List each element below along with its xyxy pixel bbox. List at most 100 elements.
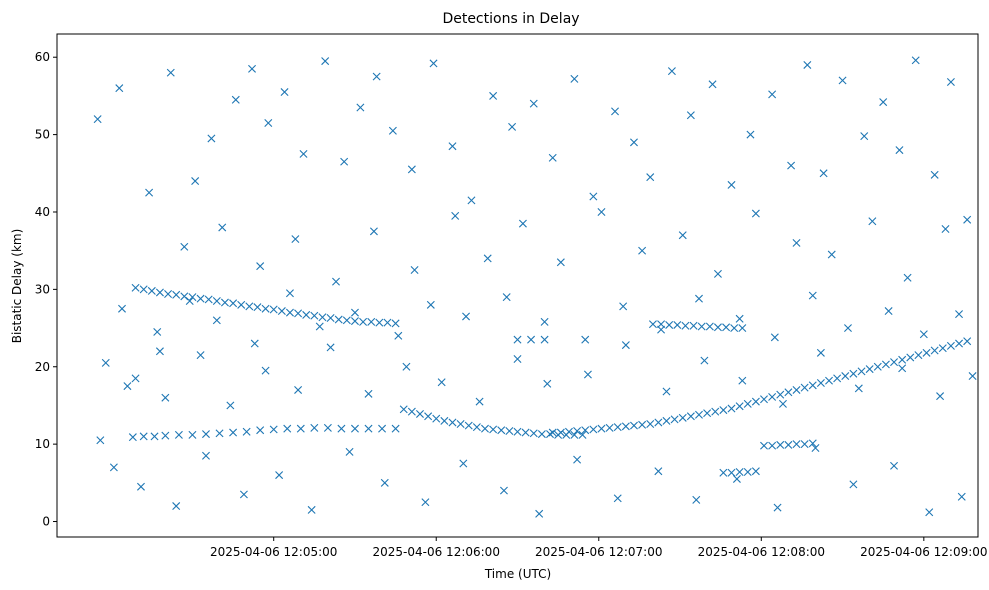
data-point-track-1	[342, 316, 351, 325]
data-point-clutter	[123, 382, 132, 391]
data-point-clutter	[280, 88, 289, 97]
data-point-clutter	[285, 289, 294, 298]
data-point-track-2	[529, 429, 538, 438]
data-point-clutter	[838, 76, 847, 85]
data-point-track-2	[215, 429, 224, 438]
data-point-track-1	[359, 317, 368, 326]
data-point-clutter	[155, 347, 164, 356]
data-point-clutter	[201, 451, 210, 460]
data-point-clutter	[854, 384, 863, 393]
data-point-track-2	[513, 427, 522, 436]
data-point-track-2	[570, 430, 579, 439]
data-point-track-3	[857, 367, 866, 376]
data-point-track-3	[695, 410, 703, 419]
data-point-track-4	[738, 324, 747, 333]
data-point-clutter	[700, 356, 709, 365]
data-point-clutter	[968, 372, 977, 381]
data-point-track-5	[768, 441, 777, 450]
x-tick-label: 2025-04-06 12:07:00	[535, 545, 662, 559]
y-tick-label: 20	[35, 360, 50, 374]
data-point-track-3	[938, 344, 947, 353]
data-point-clutter	[738, 376, 747, 385]
data-point-clutter	[925, 508, 934, 517]
data-point-track-2	[337, 424, 346, 433]
data-point-track-1	[302, 310, 311, 319]
data-point-track-2	[415, 409, 424, 418]
data-point-clutter	[248, 64, 257, 73]
data-point-clutter	[307, 505, 316, 514]
data-point-clutter	[957, 492, 966, 501]
data-point-clutter	[713, 269, 722, 278]
data-point-track-3	[711, 407, 720, 416]
data-point-track-2	[424, 412, 433, 421]
data-point-track-3	[776, 390, 785, 399]
data-point-track-2	[432, 414, 441, 423]
data-point-clutter	[654, 467, 663, 476]
data-point-track-3	[930, 346, 939, 355]
data-point-clutter	[955, 310, 964, 319]
data-point-track-3	[564, 427, 573, 436]
data-point-track-3	[703, 409, 712, 418]
data-point-track-4	[705, 322, 714, 331]
data-point-clutter	[402, 362, 411, 371]
data-point-track-3	[678, 413, 687, 422]
data-point-track-1	[294, 309, 303, 318]
data-point-track-3	[873, 362, 882, 371]
data-point-track-3	[597, 424, 606, 433]
data-point-clutter	[868, 217, 877, 226]
data-point-clutter	[811, 444, 820, 452]
data-point-track-2	[489, 425, 498, 434]
data-point-clutter	[369, 227, 378, 236]
data-point-clutter	[816, 348, 825, 357]
data-point-clutter	[573, 455, 582, 464]
data-point-clutter	[364, 389, 373, 398]
data-point-clutter	[426, 300, 435, 309]
data-point-clutter	[638, 246, 647, 255]
data-point-clutter	[518, 219, 527, 228]
data-point-track-3	[898, 355, 907, 364]
data-point-clutter	[597, 207, 606, 216]
data-point-track-3	[548, 428, 557, 437]
data-point-clutter	[895, 146, 904, 155]
data-point-track-5	[800, 440, 809, 449]
data-point-track-2	[391, 424, 400, 433]
data-point-track-1	[318, 313, 327, 322]
data-point-track-3	[865, 365, 874, 374]
data-point-clutter	[96, 436, 105, 445]
data-point-track-2	[378, 424, 387, 433]
data-point-track-1	[367, 317, 376, 326]
data-point-track-3	[751, 397, 760, 406]
y-axis: 0 10 20 30 40 50 60	[35, 50, 57, 529]
data-point-track-3	[605, 423, 614, 432]
data-point-clutter	[315, 322, 324, 331]
data-point-track-1	[220, 298, 229, 307]
data-point-clutter	[161, 393, 170, 402]
data-point-track-2	[269, 425, 278, 434]
data-point-clutter	[513, 355, 522, 364]
data-point-track-2	[456, 420, 465, 429]
data-point-clutter	[879, 98, 888, 107]
data-point-clutter	[678, 231, 687, 240]
data-point-track-3	[646, 420, 655, 429]
y-axis-label: Bistatic Delay (km)	[10, 229, 24, 344]
data-point-clutter	[695, 294, 703, 303]
data-point-clutter	[145, 188, 154, 197]
data-point-track-3	[670, 415, 679, 424]
data-point-track-2	[350, 424, 359, 433]
data-point-clutter	[118, 304, 127, 313]
data-point-track-1	[383, 318, 392, 327]
data-point-clutter	[250, 339, 259, 348]
data-point-track-4	[697, 322, 706, 331]
data-point-track-3	[760, 395, 768, 404]
data-point-clutter	[467, 196, 476, 205]
data-point-clutter	[936, 392, 945, 401]
data-point-clutter	[849, 480, 858, 489]
data-point-clutter	[136, 482, 145, 491]
data-point-clutter	[589, 192, 598, 201]
data-point-track-3	[581, 426, 590, 435]
data-point-clutter	[919, 330, 928, 339]
data-point-track-1	[237, 300, 246, 309]
data-point-track-2	[481, 424, 489, 433]
data-point-track-1	[285, 308, 294, 317]
data-point-track-3	[686, 412, 695, 421]
